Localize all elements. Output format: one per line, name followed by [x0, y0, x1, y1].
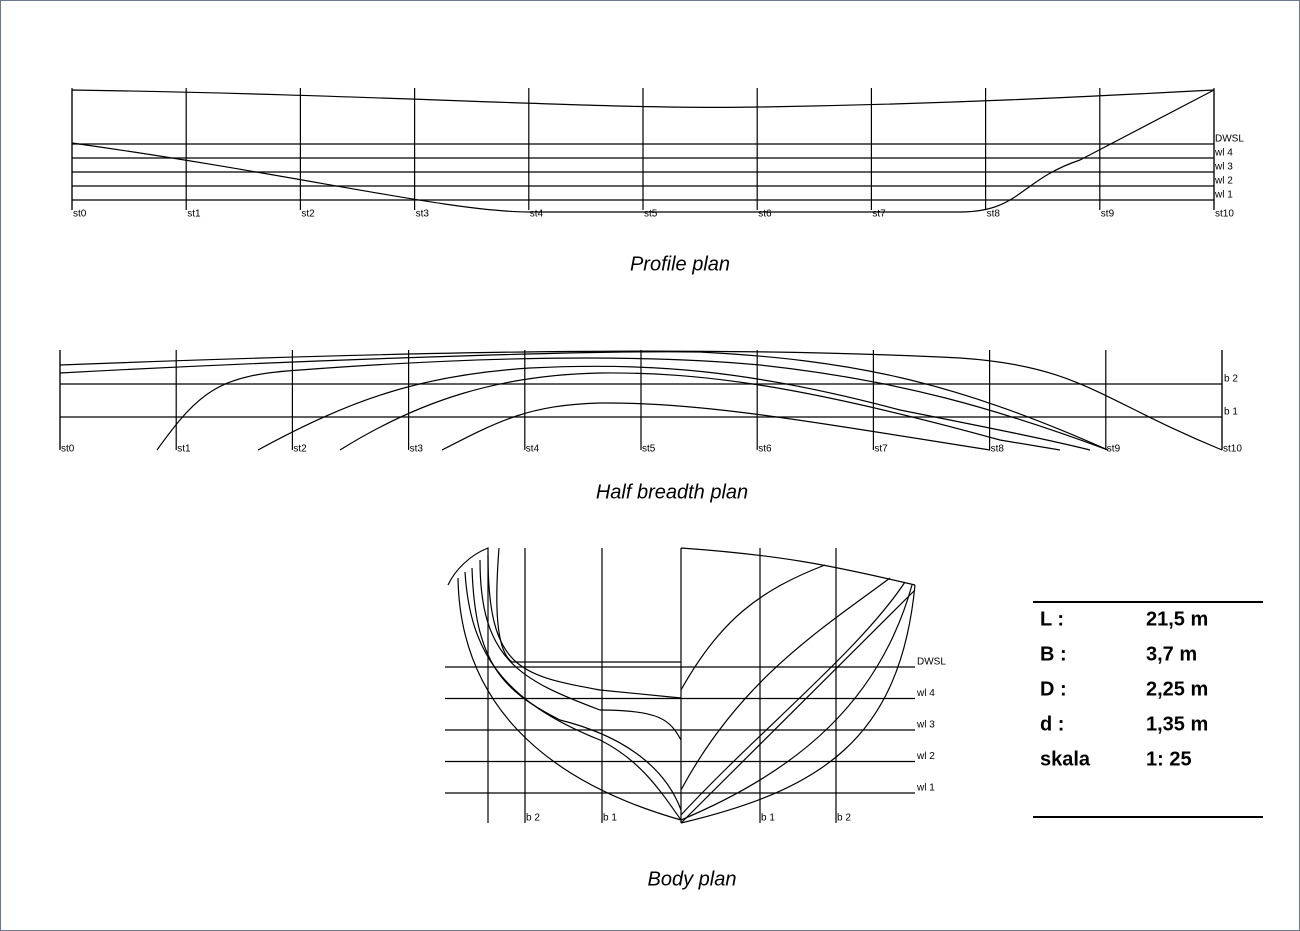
- body-frame: [680, 584, 916, 824]
- station-label: st7: [872, 209, 886, 220]
- waterline-label: wl 4: [916, 688, 935, 699]
- station-label: st4: [530, 209, 544, 220]
- spec-label: L :: [1040, 608, 1064, 630]
- station-label: st6: [758, 444, 772, 455]
- station-label: st2: [293, 444, 307, 455]
- body-frame: [447, 547, 681, 823]
- station-label: st5: [644, 209, 658, 220]
- spec-value: 1: 25: [1146, 748, 1192, 770]
- station-label: st10: [1223, 444, 1242, 455]
- body-frame: [680, 564, 826, 691]
- waterline-label: wl 2: [1214, 176, 1233, 187]
- body-frame: [680, 584, 913, 821]
- waterline-label: DWSL: [917, 657, 946, 668]
- body-frame: [680, 589, 916, 824]
- body-outline: [680, 547, 916, 823]
- station-label: st4: [526, 444, 540, 455]
- profile-keel: [71, 89, 1215, 213]
- station-label: st6: [758, 209, 772, 220]
- body-frame: [680, 581, 906, 816]
- spec-label: D :: [1040, 678, 1067, 700]
- station-label: st3: [410, 444, 424, 455]
- station-label: st9: [1101, 209, 1115, 220]
- caption: Half breadth plan: [596, 481, 748, 503]
- station-label: st7: [874, 444, 888, 455]
- spec-value: 2,25 m: [1146, 678, 1208, 700]
- waterline: [339, 372, 1061, 451]
- waterline-label: DWSL: [1215, 134, 1244, 145]
- waterline: [59, 351, 1109, 451]
- buttock-label: b 1: [761, 813, 775, 824]
- waterline: [257, 365, 1091, 451]
- station-label: st9: [1107, 444, 1121, 455]
- body-frame: [471, 567, 682, 811]
- waterline: [441, 402, 991, 451]
- caption: Body plan: [648, 868, 737, 890]
- waterline-label: wl 3: [916, 720, 935, 731]
- waterline-label: wl 1: [916, 783, 935, 794]
- station-label: st0: [73, 209, 87, 220]
- buttock-label: b 2: [837, 813, 851, 824]
- body-frame: [680, 577, 891, 791]
- spec-label: d :: [1040, 713, 1064, 735]
- body-frame: [464, 571, 682, 821]
- caption: Profile plan: [630, 253, 730, 275]
- waterline-label: wl 4: [1214, 148, 1233, 159]
- spec-value: 3,7 m: [1146, 643, 1197, 665]
- station-label: st2: [301, 209, 315, 220]
- buttock-label: b 2: [1224, 374, 1238, 385]
- waterline-label: wl 2: [916, 751, 935, 762]
- buttock-label: b 2: [526, 813, 540, 824]
- waterline-label: wl 3: [1214, 162, 1233, 173]
- station-label: st8: [991, 444, 1005, 455]
- station-label: st1: [177, 444, 191, 455]
- station-label: st0: [61, 444, 75, 455]
- waterline: [156, 357, 1109, 451]
- waterline-label: wl 1: [1214, 190, 1233, 201]
- spec-label: skala: [1040, 748, 1091, 770]
- station-label: st1: [187, 209, 201, 220]
- station-label: st5: [642, 444, 656, 455]
- body-frame: [487, 554, 682, 699]
- spec-label: B :: [1040, 643, 1067, 665]
- spec-value: 1,35 m: [1146, 713, 1208, 735]
- station-label: st8: [987, 209, 1001, 220]
- lines-plan: [59, 88, 1263, 824]
- buttock-label: b 1: [603, 813, 617, 824]
- buttock-label: b 1: [1224, 407, 1238, 418]
- spec-value: 21,5 m: [1146, 608, 1208, 630]
- station-label: st10: [1215, 209, 1234, 220]
- station-label: st3: [416, 209, 430, 220]
